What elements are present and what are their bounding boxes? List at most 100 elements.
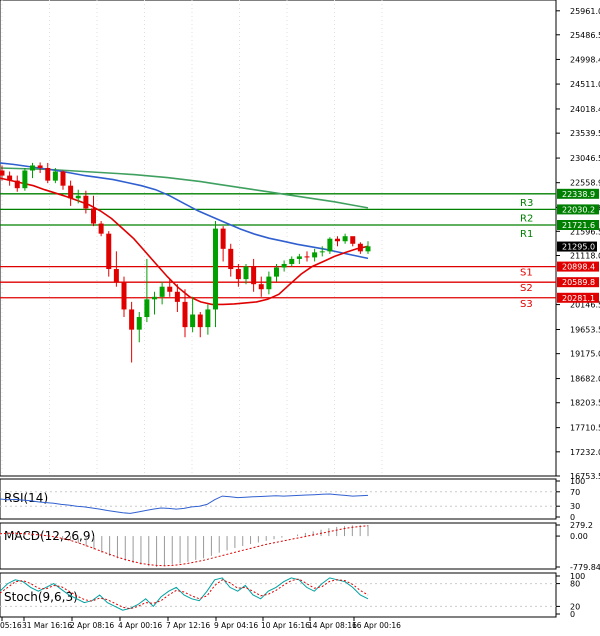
level-tag-r2 bbox=[557, 204, 599, 215]
rsi-panel bbox=[0, 478, 557, 520]
main-panel bbox=[0, 0, 557, 477]
candle-body bbox=[289, 258, 295, 264]
stoch-tick-label: 100 bbox=[570, 572, 585, 581]
candle-body bbox=[30, 165, 35, 171]
current-price-tag: 21295.0 bbox=[557, 241, 597, 252]
candle-body bbox=[296, 256, 302, 259]
level-name-s1: S1 bbox=[520, 268, 533, 279]
y-tick-label: 23539.5 bbox=[570, 129, 600, 138]
stoch-tick-label: 80 bbox=[570, 580, 580, 589]
stoch-panel bbox=[0, 572, 557, 618]
ma-blue-line bbox=[0, 162, 369, 260]
x-tick-label: 7 Apr 12:16 bbox=[166, 621, 210, 630]
ma-red-line bbox=[0, 177, 369, 306]
y-tick-label: 20146.5 bbox=[570, 301, 600, 310]
stoch-title: Stoch(9,6,3) bbox=[4, 590, 78, 604]
y-tick-label: 23046.5 bbox=[570, 154, 600, 163]
moving-averages bbox=[0, 162, 369, 306]
macd-y-axis: 279.2 0.00 -779.84 bbox=[556, 521, 600, 572]
y-tick-label: 24998.4 bbox=[570, 55, 600, 64]
candle-body bbox=[68, 185, 74, 199]
candle-body bbox=[312, 252, 318, 258]
candle-body bbox=[251, 266, 257, 285]
level-tag-s3 bbox=[557, 292, 599, 303]
candle-body bbox=[235, 269, 241, 280]
candle-body bbox=[304, 256, 310, 258]
candle-body bbox=[106, 233, 112, 270]
level-value-r3: 22338.9 bbox=[562, 190, 595, 199]
candle-body bbox=[190, 314, 196, 328]
candle-body bbox=[60, 171, 66, 186]
candle-body bbox=[182, 301, 188, 328]
level-value-r2: 22030.2 bbox=[562, 205, 595, 214]
candle-body bbox=[243, 266, 249, 280]
candle-body bbox=[350, 236, 356, 244]
level-tag-s2 bbox=[557, 277, 599, 288]
candle-body bbox=[113, 269, 119, 282]
candle-body bbox=[0, 170, 5, 176]
y-tick-label: 16753.5 bbox=[570, 472, 600, 481]
macd-tick-label: 279.2 bbox=[570, 521, 593, 530]
rsi-series bbox=[0, 491, 556, 514]
y-tick-label: 21118.0 bbox=[570, 251, 600, 260]
candle-body bbox=[37, 165, 43, 168]
candle-body bbox=[75, 195, 81, 199]
level-value-r1: 21721.6 bbox=[562, 221, 595, 230]
candle-body bbox=[83, 195, 89, 209]
stoch-tick-label: 0 bbox=[570, 610, 575, 619]
candle-body bbox=[7, 175, 13, 181]
y-tick-label: 24018.4 bbox=[570, 105, 600, 114]
rsi-title: RSI(14) bbox=[4, 491, 48, 505]
level-name-r3: R3 bbox=[520, 198, 533, 209]
rsi-line bbox=[0, 493, 369, 514]
stoch-d-line bbox=[0, 578, 369, 610]
x-axis: 05:16 31 Mar 16:162 Apr 08:16 4 Apr 00:16 7… bbox=[0, 617, 401, 630]
candle-body bbox=[129, 309, 135, 330]
candle-body bbox=[52, 171, 58, 181]
candle-body bbox=[327, 238, 333, 252]
stoch-tick-label: 20 bbox=[570, 602, 580, 611]
x-tick-label: 16 Apr 00:16 bbox=[352, 621, 401, 630]
level-value-s3: 20281.1 bbox=[562, 294, 595, 303]
candle-body bbox=[266, 276, 272, 290]
level-value-s1: 20898.4 bbox=[562, 263, 595, 272]
x-tick-label: 2 Apr 08:16 bbox=[70, 621, 114, 630]
candle-body bbox=[197, 314, 203, 328]
level-value-s2: 20589.8 bbox=[562, 278, 595, 287]
candles bbox=[0, 162, 371, 363]
candle-body bbox=[228, 248, 234, 270]
candle-body bbox=[98, 223, 104, 234]
y-tick-label: 19653.5 bbox=[570, 325, 600, 334]
rsi-y-axis: 100 70 30 0 bbox=[556, 477, 585, 522]
candle-body bbox=[121, 281, 127, 310]
macd-tick-label: 0.00 bbox=[570, 532, 588, 541]
candle-body bbox=[136, 317, 142, 330]
candle-body bbox=[220, 228, 226, 249]
candle-body bbox=[152, 296, 157, 300]
candle-body bbox=[274, 267, 279, 277]
x-tick-label: 14 Apr 08:16 bbox=[308, 621, 357, 630]
candle-body bbox=[144, 299, 150, 318]
candle-body bbox=[365, 246, 371, 252]
level-tag-s1 bbox=[557, 261, 599, 272]
x-tick-label: 9 Apr 04:16 bbox=[214, 621, 258, 630]
candle-body bbox=[342, 236, 348, 242]
x-tick-label: 10 Apr 16:16 bbox=[261, 621, 310, 630]
candle-body bbox=[357, 243, 363, 252]
level-name-r1: R1 bbox=[520, 229, 533, 240]
y-tick-label: 19175.0 bbox=[570, 350, 600, 359]
y-tick-label: 25961.0 bbox=[570, 7, 600, 16]
macd-tick-label: -779.84 bbox=[570, 563, 600, 572]
macd-panel bbox=[0, 522, 557, 570]
y-tick-label: 22558.9 bbox=[570, 179, 600, 188]
macd-series bbox=[0, 525, 369, 567]
stoch-k-line bbox=[0, 577, 369, 611]
ma-green-line bbox=[0, 167, 369, 209]
main-grid bbox=[1, 0, 383, 476]
candle-body bbox=[167, 286, 173, 292]
y-tick-label: 18203.5 bbox=[570, 399, 600, 408]
candle-body bbox=[281, 263, 287, 268]
candle-body bbox=[45, 167, 51, 181]
